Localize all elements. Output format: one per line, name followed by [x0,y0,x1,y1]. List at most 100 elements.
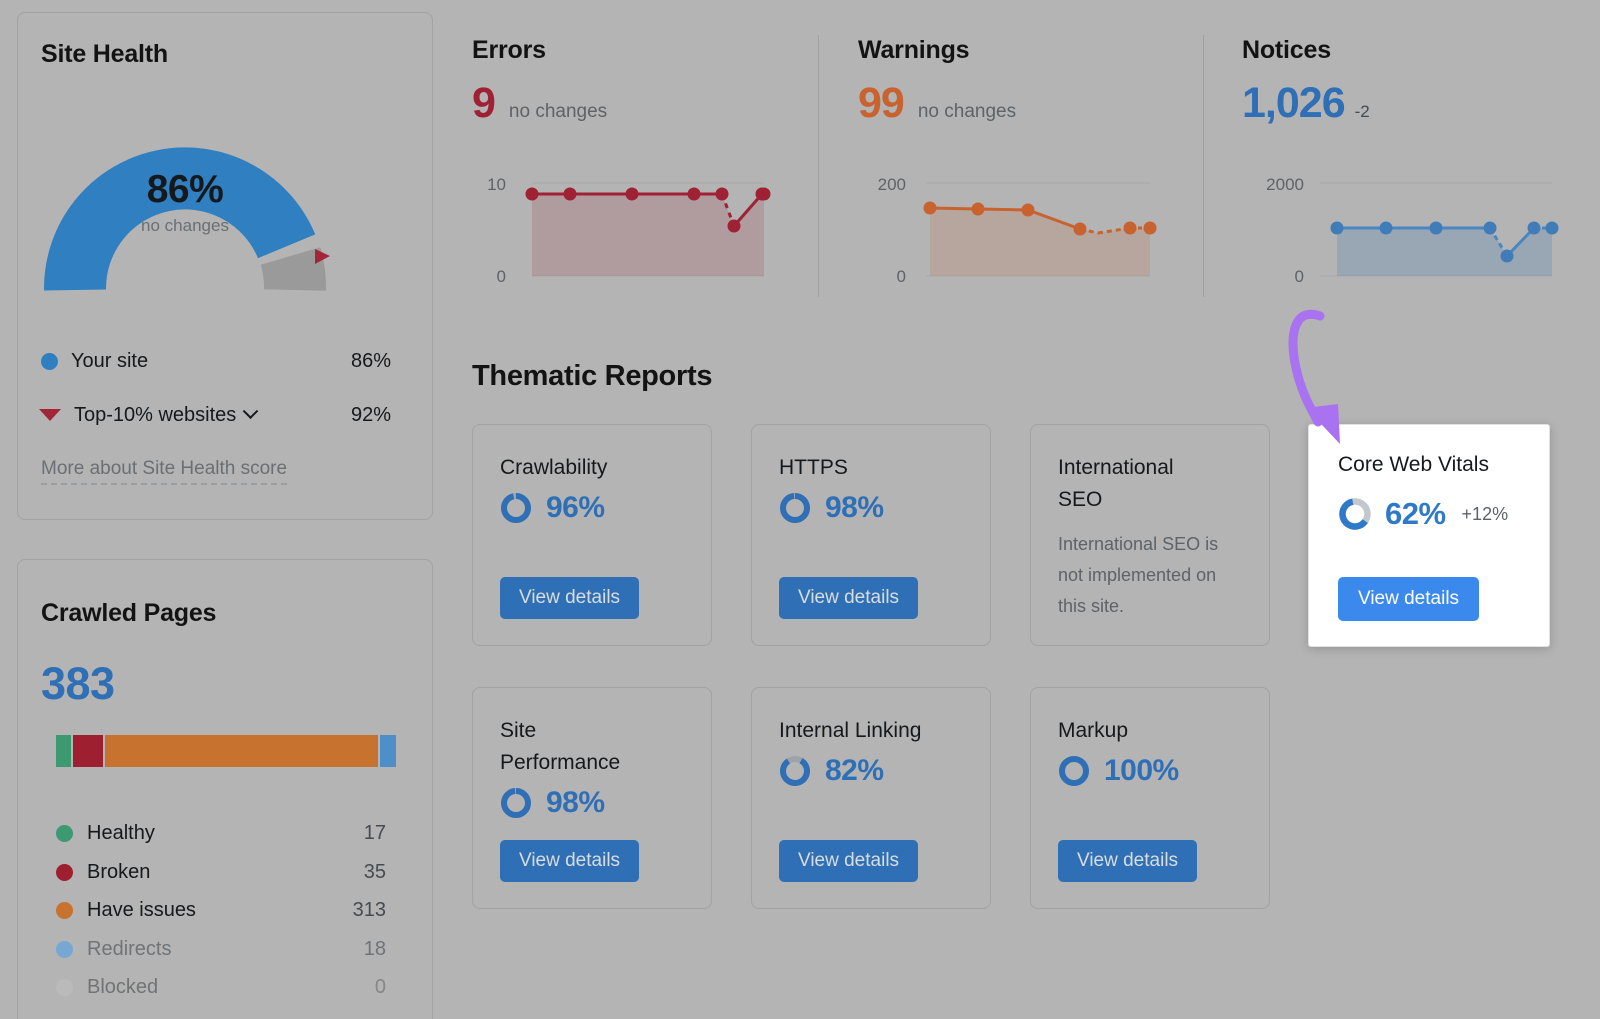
site-health-gauge: 86% no changes [40,90,380,295]
thematic-card-international-seo[interactable]: International SEO International SEO is n… [1030,424,1270,646]
metric-delta: no changes [508,101,608,122]
thematic-card-internal-linking[interactable]: Internal Linking 82% View details [751,687,991,909]
view-details-button[interactable]: View details [779,840,919,882]
gauge-benchmark-marker [315,249,330,264]
thematic-card-score: 100% [1057,754,1179,788]
triangle-down-icon [39,409,61,421]
status-dot-icon [56,979,73,996]
metric-warnings: Warnings 99 no changes 200 0 [858,36,1218,298]
thematic-card-percent: 100% [1104,754,1179,787]
thematic-card-title: Core Web Vitals [1338,453,1489,476]
site-health-legend-your-site: Your site 86% [41,346,391,376]
more-about-site-health-link[interactable]: More about Site Health score [41,458,288,485]
status-dot-icon [56,941,73,958]
thematic-card-percent: 82% [825,754,884,787]
thematic-card-crawlability[interactable]: Crawlability 96% View details [472,424,712,646]
thematic-card-title: Markup [1058,719,1129,742]
site-health-title: Site Health [41,40,168,68]
axis-tick-bottom: 0 [897,267,906,286]
crawled-pages-stacked-bar [56,735,396,767]
thematic-card-score: 98% [499,786,605,820]
list-item-value: 17 [363,822,386,844]
status-dot-icon [56,864,73,881]
arrow-annotation-icon [1268,298,1398,448]
donut-progress-icon [1339,498,1371,530]
list-item: Redirects 18 [56,930,386,969]
bar-segment-broken [72,735,104,767]
view-details-button[interactable]: View details [1338,577,1480,621]
axis-tick-bottom: 0 [497,267,506,286]
legend-value: 86% [350,349,391,372]
list-item-label: Blocked [87,976,159,998]
thematic-card-delta: +12% [1461,503,1509,524]
metric-title: Warnings [858,36,970,64]
list-item-value: 35 [363,861,386,883]
list-item-label: Have issues [87,899,196,921]
thematic-card-title: Site Performance [500,719,621,774]
thematic-card-score: 96% [499,491,605,525]
site-health-gauge-svg [43,147,330,291]
view-details-button[interactable]: View details [500,577,640,619]
donut-progress-icon [780,756,810,786]
thematic-card-percent: 98% [825,491,884,524]
warnings-sparkline-chart: 200 0 [878,175,1157,286]
axis-tick-top: 2000 [1266,175,1304,194]
view-details-button[interactable]: View details [779,577,919,619]
list-item: Have issues 313 [56,891,386,930]
donut-progress-icon [501,493,531,523]
list-item-value: 313 [352,899,386,921]
donut-progress-icon [501,788,531,818]
thematic-card-site-performance[interactable]: Site Performance 98% View details [472,687,712,909]
bar-segment-healthy [56,735,71,767]
site-health-score: 86% [146,168,224,211]
view-details-button[interactable]: View details [1058,840,1198,882]
status-dot-icon [56,825,73,842]
crawled-pages-title: Crawled Pages [41,599,217,627]
legend-value: 92% [350,403,391,426]
list-item-label: Broken [87,861,151,883]
crawled-pages-count: 383 [41,658,115,709]
thematic-card-core-web-vitals[interactable]: Core Web Vitals 62% +12% View details [1308,424,1550,647]
list-item-value: 18 [363,938,386,960]
metric-delta: -2 [1354,102,1370,121]
crawled-pages-card [17,559,433,1019]
thematic-card-description: International SEO is not implemented on … [1058,534,1219,616]
site-health-card [17,12,433,520]
metric-value: 99 [858,79,905,127]
thematic-card-percent: 98% [546,786,605,819]
legend-label: Top-10% websites [74,403,237,426]
thematic-card-percent: 96% [546,491,605,524]
legend-dot-icon [41,352,58,370]
notices-sparkline-chart: 2000 0 [1266,175,1559,286]
thematic-card-score: 62% +12% [1337,496,1508,532]
site-health-legend-benchmark[interactable]: Top-10% websites 92% [39,400,391,430]
list-item-label: Redirects [87,938,172,960]
status-dot-icon [56,902,73,919]
list-item-value: 0 [374,976,386,998]
metric-delta: no changes [917,101,1017,122]
view-details-button[interactable]: View details [500,840,640,882]
thematic-card-score: 98% [778,491,884,525]
thematic-card-markup[interactable]: Markup 100% View details [1030,687,1270,909]
thematic-card-percent: 62% [1385,496,1446,531]
bar-segment-issues [105,735,379,767]
metric-divider [818,35,819,297]
gauge-your-site-arc [43,147,316,291]
thematic-card-https[interactable]: HTTPS 98% View details [751,424,991,646]
axis-tick-bottom: 0 [1295,267,1304,286]
list-item-label: Healthy [87,822,155,844]
list-item: Healthy 17 [56,814,386,853]
metric-divider [1203,35,1204,297]
thematic-card-title: Internal Linking [779,719,922,742]
thematic-card-score: 82% [778,754,884,788]
metric-errors: Errors 9 no changes 10 0 [472,36,832,298]
bar-segment-redirects [380,735,396,767]
chevron-down-icon[interactable] [243,402,259,419]
thematic-card-title: Crawlability [500,456,608,479]
legend-label: Your site [71,349,149,372]
thematic-reports-heading: Thematic Reports [472,360,713,392]
axis-tick-top: 10 [487,175,506,194]
metric-title: Errors [472,36,546,64]
thematic-card-title: HTTPS [779,456,848,479]
